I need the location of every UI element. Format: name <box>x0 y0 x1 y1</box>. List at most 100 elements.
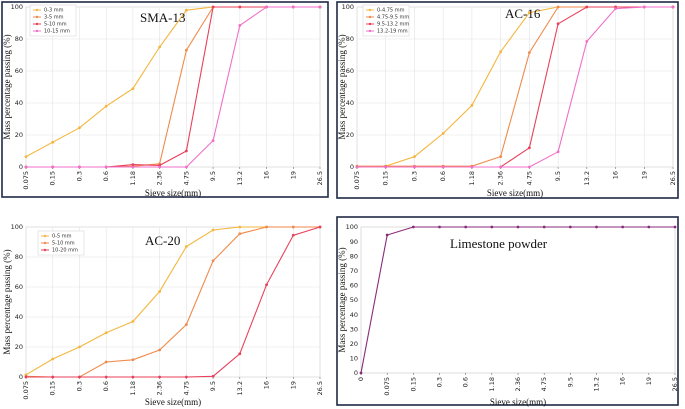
data-point <box>499 50 503 54</box>
data-point <box>184 323 188 326</box>
data-point <box>490 225 494 229</box>
data-point <box>556 5 560 9</box>
x-tick-label: 0.3 <box>75 381 83 391</box>
data-point <box>614 7 617 10</box>
series-line <box>26 226 321 378</box>
data-point <box>595 225 598 229</box>
x-tick-label: 0 <box>357 377 365 381</box>
data-point <box>104 375 108 379</box>
legend-entry: 10-20 mm <box>52 248 78 254</box>
x-tick-label: 2.36 <box>514 377 522 391</box>
data-point <box>131 87 135 90</box>
x-tick-label: 4.75 <box>540 377 548 391</box>
legend-marker <box>35 22 39 26</box>
data-point <box>441 132 445 135</box>
data-point <box>265 5 268 9</box>
y-tick-label: 80 <box>350 252 358 260</box>
y-tick-label: 30 <box>350 325 358 333</box>
legend-entry: 10-15 mm <box>44 29 70 35</box>
legend-marker <box>35 15 39 19</box>
data-point <box>470 104 474 107</box>
x-tick-label: 0.075 <box>353 171 361 190</box>
legend-marker <box>43 248 47 252</box>
legend-marker <box>43 241 47 245</box>
x-tick-label: 19 <box>645 377 653 385</box>
data-point <box>384 165 388 169</box>
legend-entry: 4.75-9.5 mm <box>377 15 409 21</box>
data-point <box>184 245 188 248</box>
x-tick-label: 26.5 <box>316 381 324 395</box>
chart-ac16: 0 20 40 60 80 100 0.075 0.15 0.3 0.6 1.18 2.36 4.75 9… <box>336 1 679 199</box>
data-point <box>470 165 474 169</box>
x-tick-label: 26.5 <box>316 171 324 185</box>
x-tick-label: 0.075 <box>22 171 30 190</box>
x-axis-label: Sieve size(mm) <box>490 397 546 407</box>
data-point <box>184 165 188 169</box>
legend-entry: 13.2-19 mm <box>377 29 408 35</box>
chart-panel-ac16: 0 20 40 60 80 100 0.075 0.15 0.3 0.6 1.18 2.36 4.75 9… <box>335 0 680 200</box>
y-tick-label: 20 <box>15 131 23 139</box>
y-axis-label: Mass percentage passing (%) <box>2 34 12 139</box>
data-point <box>516 225 520 229</box>
data-point <box>131 320 135 323</box>
series-line <box>26 6 320 168</box>
y-tick-label: 60 <box>346 67 354 75</box>
x-tick-label: 2.36 <box>156 381 164 395</box>
data-point <box>265 283 268 287</box>
data-point <box>527 11 531 14</box>
legend-entry: 0-4.75 mm <box>377 8 405 14</box>
x-tick-label: 2.36 <box>156 171 164 185</box>
legend-marker <box>368 22 372 26</box>
y-tick-label: 70 <box>350 267 358 275</box>
x-tick-label: 0.075 <box>22 381 30 400</box>
y-axis-label: Mass percentage passing (%) <box>2 249 12 354</box>
y-tick-label: 40 <box>15 99 23 107</box>
data-point <box>621 225 625 229</box>
data-point <box>647 225 651 229</box>
x-tick-label: 0.15 <box>49 381 57 395</box>
legend-entry: 9.5-13.2 mm <box>377 22 409 28</box>
data-point <box>24 155 28 159</box>
data-point <box>211 259 215 263</box>
x-tick-label: 0.3 <box>410 171 418 181</box>
y-tick-label: 0 <box>350 163 354 171</box>
x-tick-label: 9.5 <box>566 377 574 387</box>
data-point <box>131 358 135 362</box>
data-point <box>78 345 81 349</box>
data-point <box>131 163 135 167</box>
x-tick-label: 0.3 <box>75 171 83 181</box>
y-tick-label: 60 <box>15 67 23 75</box>
chart-title: Limestone powder <box>450 236 548 251</box>
y-tick-label: 90 <box>350 238 358 246</box>
x-tick-label: 0.6 <box>462 377 470 387</box>
y-tick-label: 100 <box>11 3 23 11</box>
x-tick-label: 19 <box>289 171 297 179</box>
data-point <box>585 5 589 9</box>
x-tick-label: 0.15 <box>49 171 57 185</box>
chart-frame <box>336 216 679 406</box>
y-tick-label: 60 <box>350 282 358 290</box>
chart-title: AC-20 <box>145 233 180 248</box>
legend-marker <box>368 8 372 12</box>
data-point <box>642 5 646 9</box>
data-point <box>78 126 81 130</box>
y-tick-label: 80 <box>15 253 23 261</box>
legend-marker <box>368 29 372 33</box>
x-tick-label: 19 <box>289 381 297 389</box>
data-point <box>51 140 55 144</box>
data-point <box>211 374 215 378</box>
chart-limestone: 0 10 20 30 40 50 60 70 80 90 100 0 0.075 0.15 0.3 0.6 1.… <box>336 216 679 407</box>
data-point <box>104 165 108 169</box>
x-tick-label: 0.15 <box>409 377 417 391</box>
chart-ac20: 0 20 40 60 80 100 0.075 0.15 0.3 0.6 1.18 2.36 4.75 9… <box>2 223 324 407</box>
data-point <box>158 375 162 379</box>
legend-entry: 5-10 mm <box>44 22 67 28</box>
data-point <box>318 5 322 9</box>
data-point <box>51 375 55 379</box>
chart-title: SMA-13 <box>140 10 186 25</box>
data-point <box>104 360 108 364</box>
data-point <box>158 290 162 293</box>
data-point <box>238 352 242 356</box>
x-tick-label: 13.2 <box>236 171 244 185</box>
legend-entry: 3-5 mm <box>44 15 64 21</box>
